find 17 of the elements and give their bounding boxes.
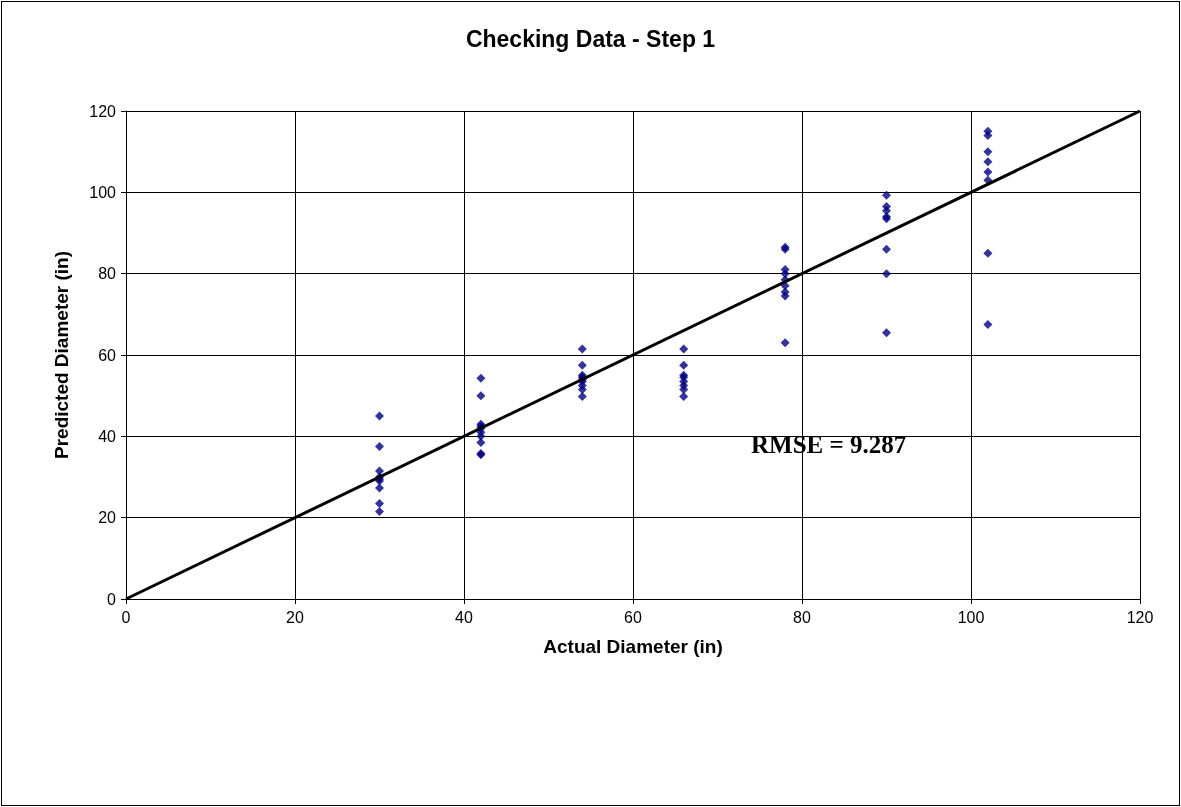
y-tick-label: 60	[98, 346, 117, 364]
x-tick-label: 100	[957, 608, 985, 626]
y-tick-label: 100	[89, 183, 117, 201]
x-tick-label: 80	[793, 608, 811, 626]
x-tick-label: 40	[455, 608, 473, 626]
x-tick-label: 0	[121, 608, 131, 626]
x-axis-title: Actual Diameter (in)	[543, 636, 723, 657]
x-tick-label: 120	[1126, 608, 1154, 626]
y-tick-label: 0	[107, 590, 117, 608]
x-tick-label: 20	[286, 608, 304, 626]
y-tick-label: 120	[89, 102, 117, 120]
chart-title: Checking Data - Step 1	[465, 25, 716, 52]
y-tick-label: 80	[98, 265, 117, 283]
y-tick-label: 40	[98, 427, 117, 445]
y-axis-title: Predicted Diameter (in)	[51, 251, 72, 459]
y-tick-label: 20	[98, 509, 117, 527]
x-tick-label: 60	[624, 608, 642, 626]
